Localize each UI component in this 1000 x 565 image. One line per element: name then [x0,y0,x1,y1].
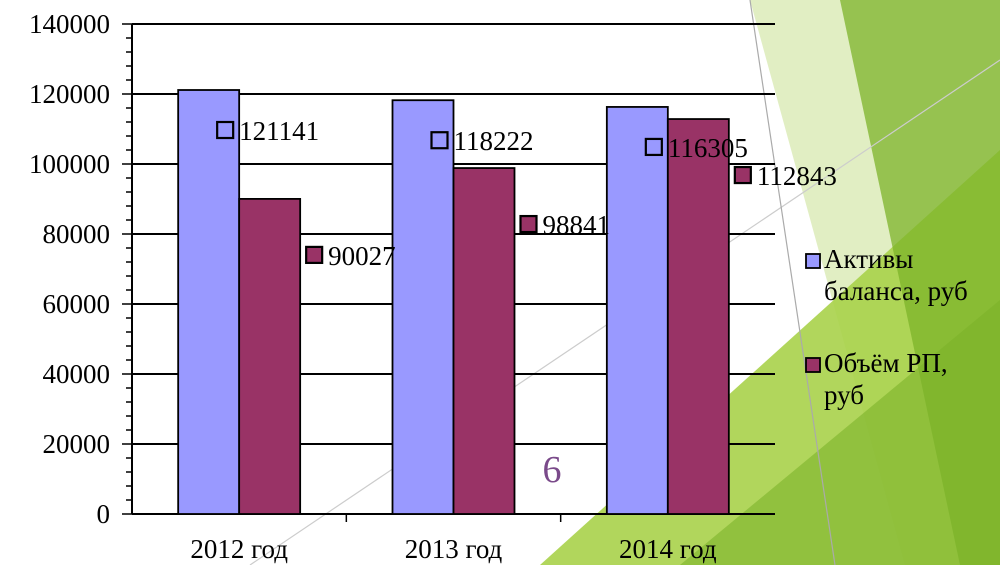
y-tick-label: 140000 [29,9,110,39]
y-tick-label: 0 [97,499,111,529]
y-tick-label: 20000 [43,429,111,459]
data-label: 116305 [668,133,748,163]
bar-assets [391,99,455,515]
data-labels: 121141 90027 118222 98841 116305 112843 [216,116,837,271]
data-label-marker [733,165,752,185]
bar-volume [238,198,302,515]
legend-swatch [805,357,821,373]
data-label: 90027 [328,241,396,271]
x-category-label: 2012 год [190,534,288,564]
data-label: 118222 [454,126,534,156]
bars [177,89,730,515]
bar-assets [605,106,669,515]
bar-assets [177,89,241,515]
bar-volume [452,167,516,515]
legend-label: руб [824,380,864,410]
data-label-marker [305,245,324,265]
x-category-label: 2014 год [619,534,717,564]
legend-label: баланса, руб [824,276,968,306]
data-label: 121141 [239,116,319,146]
data-label: 112843 [757,161,837,191]
legend-label: Объём РП, [824,348,948,378]
legend-label: Активы [824,244,913,274]
deco-shape-dark-low [680,300,1000,565]
y-tick-label: 120000 [29,79,110,109]
y-tick-label: 40000 [43,359,111,389]
data-label-marker [519,214,538,234]
x-category-label: 2013 год [405,534,503,564]
slide-number: 6 [543,449,562,491]
data-label-marker [644,137,663,157]
y-tick-label: 100000 [29,149,110,179]
legend-swatch [805,253,821,269]
data-label: 98841 [543,210,611,240]
y-tick-label: 80000 [43,219,111,249]
data-label-marker [430,131,449,150]
y-tick-label: 60000 [43,289,111,319]
bar-volume [666,118,730,515]
data-label-marker [216,120,235,140]
